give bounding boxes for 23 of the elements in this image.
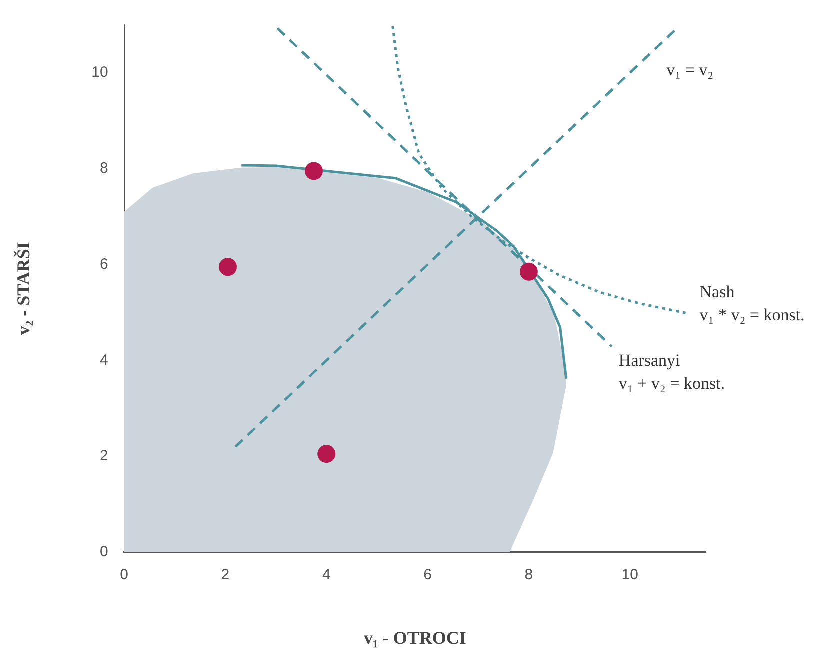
x-tick-label: 4 (322, 566, 331, 584)
point (304, 162, 323, 180)
x-tick-label: 6 (424, 566, 432, 584)
y-tick-label: 8 (100, 160, 108, 177)
x-tick-label: 0 (120, 566, 128, 584)
y-tick-label: 4 (100, 352, 108, 369)
x-tick-label: 2 (221, 566, 230, 584)
y-tick-label: 2 (100, 448, 108, 465)
point (218, 258, 237, 276)
point (520, 262, 538, 281)
annotation: Nash (700, 282, 736, 302)
x-tick-label: 8 (524, 566, 534, 584)
annotation: Harsanyi (618, 351, 681, 370)
y-axis-title: v₂ - STARŠI (13, 242, 34, 336)
y-tick-label: 0 (100, 544, 108, 561)
x-tick-label: 10 (622, 566, 638, 584)
annotation: v₁ * v₂ = konst. (700, 306, 805, 325)
x-axis-title: v₁ - OTROCI (364, 628, 466, 648)
annotation: v₁ + v₂ = konst. (618, 374, 726, 394)
y-tick-label: 10 (92, 64, 108, 82)
point (318, 445, 336, 464)
y-tick-label: 6 (100, 256, 108, 273)
annotation: v₁ = v₂ (666, 60, 714, 80)
